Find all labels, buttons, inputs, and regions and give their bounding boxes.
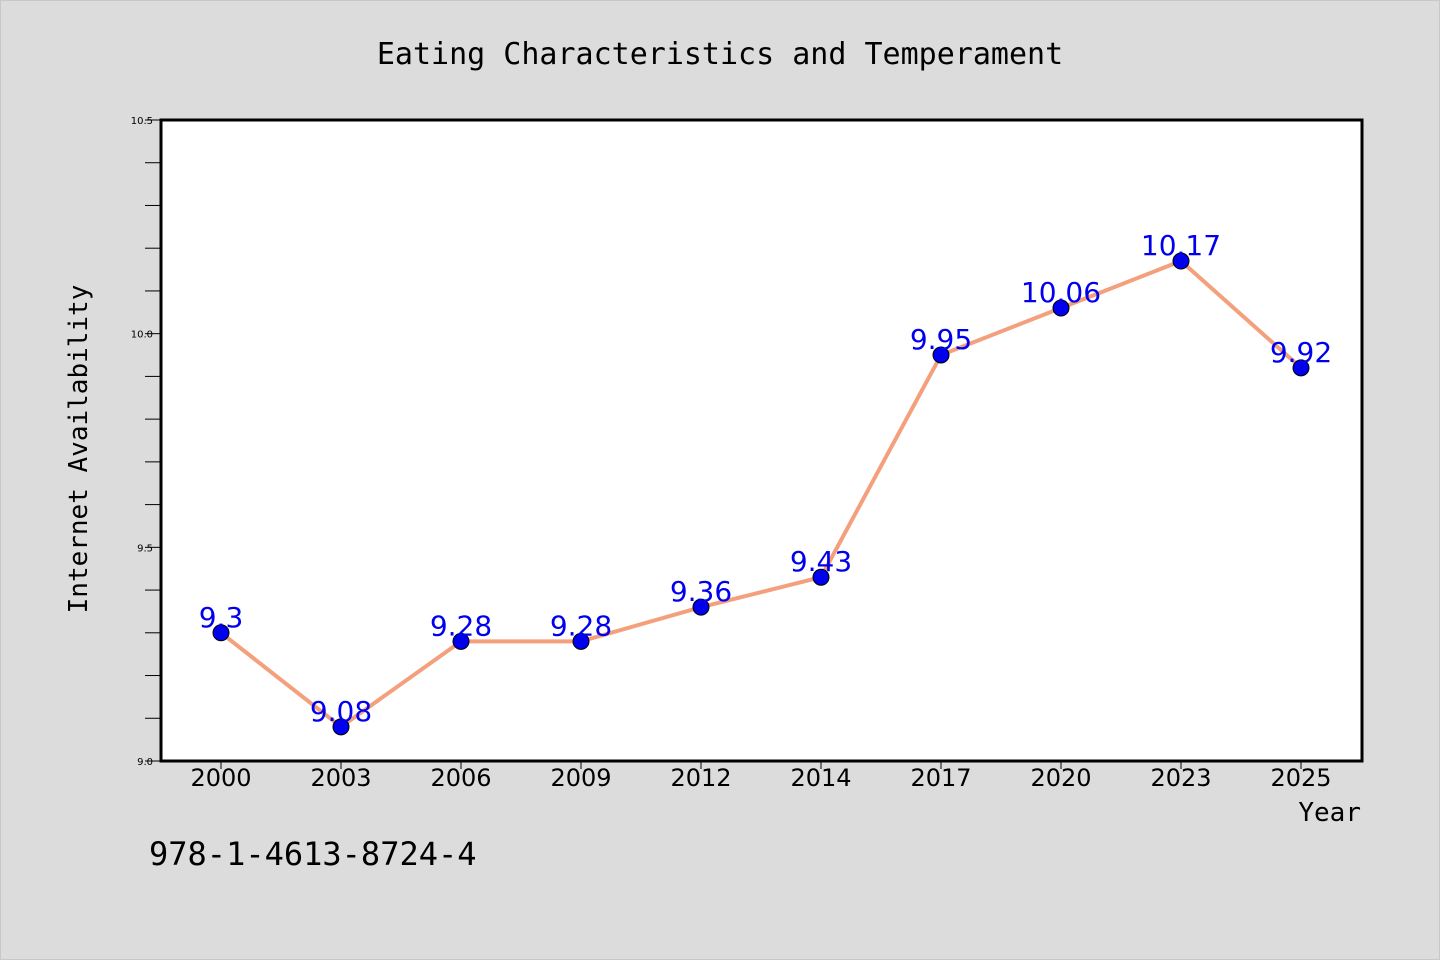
data-label: 10.17 bbox=[1141, 229, 1221, 262]
x-axis-label: Year bbox=[1298, 798, 1361, 828]
chart-title: Eating Characteristics and Temperament bbox=[377, 37, 1063, 72]
y-tick-label: 10.0 bbox=[131, 330, 153, 341]
y-tick-label: 10.5 bbox=[131, 116, 153, 127]
y-tick-label: 9.0 bbox=[137, 757, 153, 768]
x-tick-label: 2012 bbox=[670, 764, 731, 792]
y-tick-label: 9.5 bbox=[137, 543, 153, 554]
series-markers bbox=[212, 252, 1310, 736]
data-label: 9.3 bbox=[199, 601, 244, 634]
x-tick-label: 2020 bbox=[1030, 764, 1091, 792]
x-axis: 2000 2003 2006 2009 2012 2014 2017 2020 2023 2025 bbox=[190, 761, 1332, 792]
x-tick-label: 2023 bbox=[1150, 764, 1211, 792]
data-labels: 9.3 9.08 9.28 9.28 9.36 9.43 9.95 10.06 10.17 9.9… bbox=[199, 229, 1332, 728]
data-label: 9.36 bbox=[670, 575, 732, 608]
x-tick-label: 2025 bbox=[1270, 764, 1331, 792]
plot-area bbox=[159, 118, 1364, 763]
footnote-isbn: 978-1-4613-8724-4 bbox=[149, 835, 477, 873]
data-point-marker bbox=[332, 718, 350, 736]
x-tick-label: 2006 bbox=[430, 764, 491, 792]
data-label: 9.92 bbox=[1270, 336, 1332, 369]
data-point-marker bbox=[692, 598, 710, 616]
data-label: 10.06 bbox=[1021, 276, 1101, 309]
y-axis-label: Internet Availability bbox=[64, 285, 94, 614]
data-label: 9.08 bbox=[310, 695, 372, 728]
x-tick-label: 2000 bbox=[190, 764, 251, 792]
x-tick-label: 2014 bbox=[790, 764, 851, 792]
series-polyline bbox=[219, 259, 1303, 729]
data-label: 9.28 bbox=[550, 609, 612, 642]
data-point-marker bbox=[1292, 359, 1310, 377]
x-tick-label: 2003 bbox=[310, 764, 371, 792]
y-axis: 9.0 9.5 10.0 10.5 bbox=[131, 116, 161, 768]
data-point-marker bbox=[932, 346, 950, 364]
data-point-marker bbox=[1172, 252, 1190, 270]
x-tick-label: 2009 bbox=[550, 764, 611, 792]
data-point-marker bbox=[212, 624, 230, 642]
x-tick-label: 2017 bbox=[910, 764, 971, 792]
data-label: 9.43 bbox=[790, 545, 852, 578]
data-label: 9.28 bbox=[430, 609, 492, 642]
data-point-marker bbox=[452, 632, 470, 650]
data-label: 9.95 bbox=[910, 323, 972, 356]
data-point-marker bbox=[812, 568, 830, 586]
series-line bbox=[219, 259, 1303, 729]
data-point-marker bbox=[572, 632, 590, 650]
data-point-marker bbox=[1052, 299, 1070, 317]
